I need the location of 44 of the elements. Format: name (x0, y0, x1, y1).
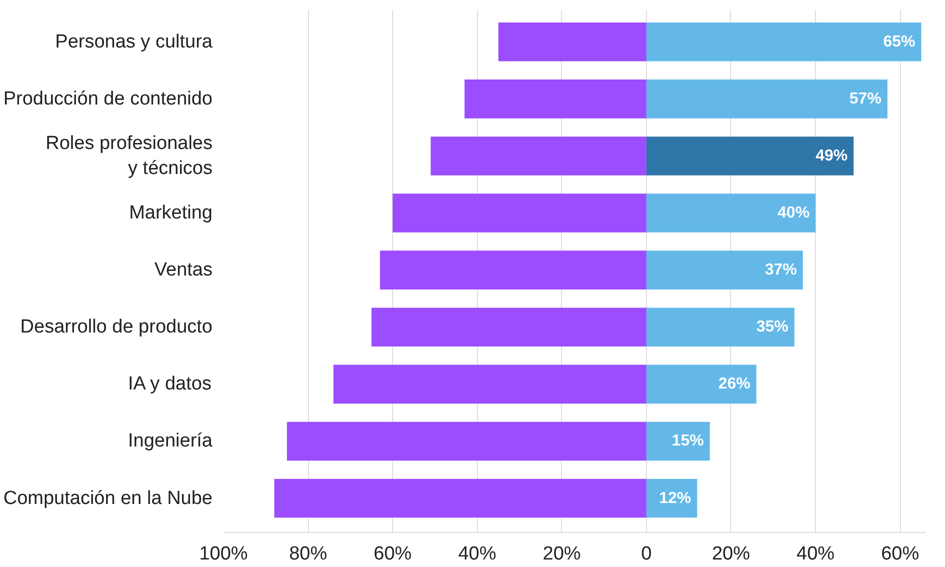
bar (646, 194, 816, 232)
y-tick-label: Roles profesionales y técnicos (46, 132, 213, 180)
bar (286, 422, 646, 461)
y-tick-label: IA y datos (128, 374, 212, 395)
y-tick-label: Computación en la Nube (3, 488, 213, 509)
data-label: 26% (718, 376, 750, 393)
bar (646, 136, 854, 176)
data-label: 35% (756, 318, 788, 336)
bar (646, 308, 794, 347)
y-tick-label: Ventas (154, 260, 213, 281)
data-label: 65% (883, 33, 916, 50)
bar (430, 136, 646, 176)
x-tick-label: 100% (199, 544, 248, 564)
y-tick-label: Producción de contenido (3, 88, 213, 110)
x-tick-label: 80% (289, 544, 328, 564)
y-tick-label: Personas y cultura (55, 31, 213, 52)
bar (646, 422, 710, 461)
x-tick-label: 40% (458, 544, 496, 564)
data-label: 12% (659, 490, 692, 507)
data-label: 40% (778, 204, 810, 222)
bar (646, 22, 922, 62)
x-tick-label: 0 (641, 544, 652, 564)
x-tick-label: 40% (796, 544, 835, 564)
data-label: 37% (764, 262, 797, 279)
bar (646, 80, 888, 118)
y-tick-label: Ingeniería (128, 430, 213, 452)
data-label: 57% (849, 90, 882, 108)
y-tick-label: Desarrollo de producto (20, 316, 212, 338)
bar (646, 250, 803, 290)
bar (333, 364, 646, 404)
data-label: 15% (672, 432, 704, 450)
bar (646, 364, 756, 404)
bar (380, 250, 646, 290)
x-tick-label: 20% (542, 544, 581, 564)
y-tick-label: Marketing (129, 202, 212, 224)
x-tick-label: 60% (881, 544, 920, 564)
bar (498, 22, 646, 62)
bar (464, 80, 646, 118)
bar (372, 308, 646, 347)
x-tick-label: 20% (712, 544, 750, 564)
data-label: 49% (816, 147, 848, 164)
x-tick-label: 60% (374, 544, 412, 564)
bar (274, 478, 646, 518)
bar (392, 194, 646, 232)
